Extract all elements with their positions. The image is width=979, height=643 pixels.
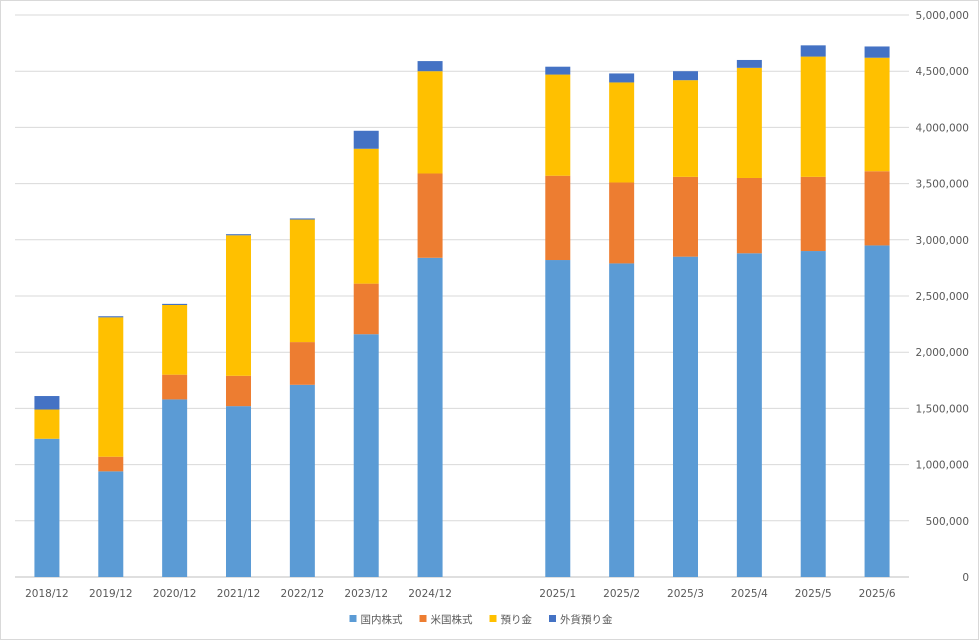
bar-segment bbox=[736, 253, 762, 577]
bar-segment bbox=[545, 74, 571, 176]
y-tick-label: 3,000,000 bbox=[916, 235, 969, 247]
bar-segment bbox=[226, 406, 251, 577]
legend-label: 国内株式 bbox=[361, 613, 403, 626]
bar-segment bbox=[162, 399, 188, 577]
x-tick-label: 2025/2 bbox=[603, 588, 640, 600]
bar-segment bbox=[353, 334, 379, 577]
bar-segment bbox=[98, 456, 124, 472]
bar-segment bbox=[545, 260, 571, 577]
x-axis-ticks: 2018/12 2019/12 2020/12 2021/12 2022/12 2023/… bbox=[25, 588, 896, 600]
bar-segment bbox=[673, 80, 698, 177]
legend-swatch bbox=[489, 615, 497, 622]
bar-segment bbox=[98, 317, 124, 457]
bar-segment bbox=[289, 384, 315, 577]
bar-segment bbox=[162, 304, 188, 375]
bars bbox=[34, 45, 890, 578]
legend-swatch bbox=[419, 615, 427, 622]
bar-segment bbox=[353, 130, 379, 149]
bar-segment bbox=[800, 56, 826, 177]
x-tick-label: 2025/6 bbox=[859, 588, 896, 600]
bar-segment bbox=[864, 245, 890, 578]
bar-segment bbox=[609, 73, 635, 83]
y-tick-label: 4,500,000 bbox=[916, 66, 969, 78]
bar-segment bbox=[98, 471, 124, 577]
bar-segment bbox=[864, 171, 890, 246]
x-tick-label: 2021/12 bbox=[217, 588, 261, 600]
x-tick-label: 2019/12 bbox=[89, 588, 133, 600]
bar-segment bbox=[673, 176, 698, 257]
legend-label: 米国株式 bbox=[431, 613, 473, 626]
bar-segment bbox=[545, 175, 571, 261]
y-tick-label: 0 bbox=[962, 572, 969, 584]
bar-segment bbox=[800, 251, 826, 578]
bar-segment bbox=[417, 257, 443, 577]
bar-segment bbox=[162, 374, 188, 400]
bar-segment bbox=[34, 396, 60, 410]
y-tick-label: 1,000,000 bbox=[916, 460, 969, 472]
x-tick-label: 2018/12 bbox=[25, 588, 69, 600]
gridlines bbox=[15, 14, 909, 578]
y-tick-label: 5,000,000 bbox=[916, 10, 969, 22]
bar-segment bbox=[417, 173, 443, 258]
bar-segment bbox=[864, 57, 890, 172]
bar-segment bbox=[98, 316, 124, 318]
bar-segment bbox=[545, 66, 571, 75]
bar-segment bbox=[673, 71, 698, 81]
bar-segment bbox=[609, 82, 635, 183]
x-tick-label: 2025/1 bbox=[539, 588, 576, 600]
y-tick-label: 4,000,000 bbox=[916, 122, 969, 134]
x-tick-label: 2022/12 bbox=[281, 588, 325, 600]
y-tick-label: 2,000,000 bbox=[916, 347, 969, 359]
legend-label: 預り金 bbox=[501, 613, 533, 626]
bar-segment bbox=[800, 176, 826, 252]
y-tick-label: 500,000 bbox=[926, 516, 969, 528]
bar-segment bbox=[736, 177, 762, 254]
y-tick-label: 1,500,000 bbox=[916, 403, 969, 415]
bar-segment bbox=[417, 61, 443, 72]
bar-segment bbox=[800, 45, 826, 57]
x-tick-label: 2025/5 bbox=[795, 588, 832, 600]
bar-segment bbox=[226, 234, 251, 236]
x-tick-label: 2020/12 bbox=[153, 588, 197, 600]
bar-segment bbox=[864, 46, 890, 58]
bar-segment bbox=[289, 218, 315, 220]
legend: 国内株式 米国株式 預り金 外貨預り金 bbox=[349, 613, 613, 626]
y-tick-label: 3,500,000 bbox=[916, 179, 969, 191]
x-tick-label: 2023/12 bbox=[344, 588, 388, 600]
bar-segment bbox=[353, 283, 379, 335]
x-tick-label: 2024/12 bbox=[408, 588, 452, 600]
legend-swatch bbox=[349, 615, 357, 622]
bar-segment bbox=[736, 59, 762, 68]
bar-segment bbox=[609, 263, 635, 577]
bar-segment bbox=[417, 71, 443, 174]
legend-label: 外貨預り金 bbox=[560, 613, 613, 626]
bar-segment bbox=[289, 219, 315, 343]
bar-segment bbox=[226, 375, 251, 407]
bar-segment bbox=[162, 303, 188, 305]
bar-segment bbox=[736, 67, 762, 178]
legend-swatch bbox=[549, 615, 556, 622]
x-tick-label: 2025/4 bbox=[731, 588, 768, 600]
x-tick-label: 2025/3 bbox=[667, 588, 704, 600]
y-tick-label: 2,500,000 bbox=[916, 291, 969, 303]
bar-segment bbox=[34, 438, 60, 577]
y-axis-ticks: 0 500,000 1,000,000 1,500,000 2,000,000 2,500… bbox=[916, 10, 969, 584]
bar-segment bbox=[353, 148, 379, 284]
bar-segment bbox=[289, 342, 315, 385]
bar-segment bbox=[34, 409, 60, 439]
bar-segment bbox=[226, 235, 251, 376]
bar-segment bbox=[673, 256, 698, 577]
bar-segment bbox=[609, 182, 635, 264]
